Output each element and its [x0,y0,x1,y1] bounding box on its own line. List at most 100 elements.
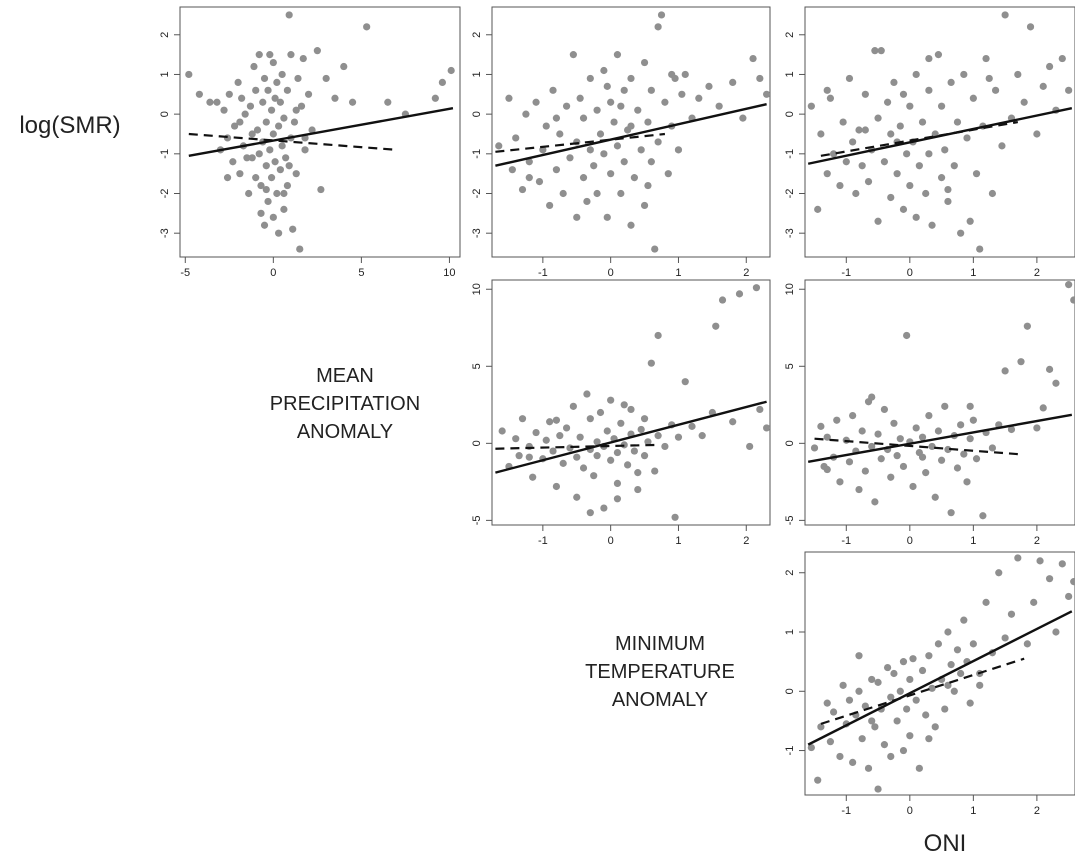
panel-frame [804,551,1075,796]
data-point [292,106,300,114]
data-point [705,82,713,90]
x-tick-label: -5 [180,267,190,279]
x-tick-label: -1 [841,535,851,547]
data-point [842,158,850,166]
data-point [674,146,683,154]
y-tick-label: -2 [784,189,796,199]
data-point [546,418,554,426]
data-point [559,189,567,198]
data-point [640,58,649,67]
data-point [887,193,895,202]
y-tick-label: 2 [471,32,483,38]
data-point [586,146,594,154]
data-point [681,378,689,386]
data-point [906,732,914,740]
data-point [252,86,260,94]
x-tick-label: 2 [743,267,749,279]
data-point [562,102,571,110]
fit-lines [807,413,1073,464]
data-point [890,419,898,427]
data-point [262,185,270,194]
data-point [271,158,279,166]
y-tick-label: -5 [784,515,796,525]
data-point [1001,634,1009,642]
data-point [634,106,642,114]
data-point [829,150,838,158]
data-point [957,229,965,237]
data-point [874,430,882,438]
data-point [874,678,882,686]
data-point [234,78,242,86]
data-point [947,661,955,669]
x-tick-label: 0 [270,267,276,279]
data-point [864,178,873,186]
data-point [1045,365,1054,373]
data-point [644,118,652,126]
data-point [880,741,889,749]
data-point [627,405,635,414]
data-point [640,415,649,423]
fit-lines [188,107,454,157]
data-point [852,189,860,198]
data-point [735,290,744,298]
data-point [275,229,283,237]
data-point [1039,404,1047,412]
data-point [273,189,281,198]
data-point [944,628,952,636]
data-point [855,126,863,134]
data-point [438,78,446,86]
data-point [532,428,540,437]
data-point [906,102,914,110]
data-point [937,456,946,464]
data-point [280,114,288,122]
data-point [944,185,952,194]
fit-lines [495,400,767,474]
x-tick-label: 5 [358,267,364,279]
y-tick-label: -1 [159,149,171,159]
y-tick-label: -3 [159,228,171,238]
data-point [972,455,981,463]
data-point [620,158,628,166]
data-point [505,94,513,102]
tmin-label-line-3: ANOMALY [611,689,709,711]
data-point [282,154,290,162]
data-point [267,106,276,114]
y-tick-label: 5 [471,363,483,369]
data-point [918,433,927,441]
data-point [899,205,908,213]
data-point [593,452,601,460]
data-point [887,130,895,138]
data-point [928,221,936,229]
data-point [278,70,286,79]
data-point [868,717,876,725]
data-point [647,158,655,166]
data-point [603,213,611,221]
data-point [944,445,952,454]
data-point [826,94,835,102]
data-point [988,444,997,452]
data-point [586,74,594,83]
data-point [845,696,854,704]
data-point [937,102,946,110]
panel-frame [491,279,771,526]
data-point [549,86,557,94]
data-point [960,70,968,79]
data-point [593,189,601,198]
x-tick-label: 0 [608,267,614,279]
data-point [620,86,628,94]
panel-smr_vs_tmin: -1 0 1 2 -3 -2 -1 0 1 2 [471,6,771,279]
data-point [573,493,581,501]
data-point [896,122,904,130]
data-point [823,465,831,474]
data-point [185,70,193,79]
data-point [893,717,901,725]
data-point [695,94,703,102]
data-point [807,102,815,110]
y-tick-label: 0 [471,111,483,117]
data-point [688,422,696,430]
data-point [579,174,588,182]
data-point [1026,23,1035,31]
data-point [668,70,676,79]
data-point [1014,70,1022,79]
data-point [512,134,520,142]
